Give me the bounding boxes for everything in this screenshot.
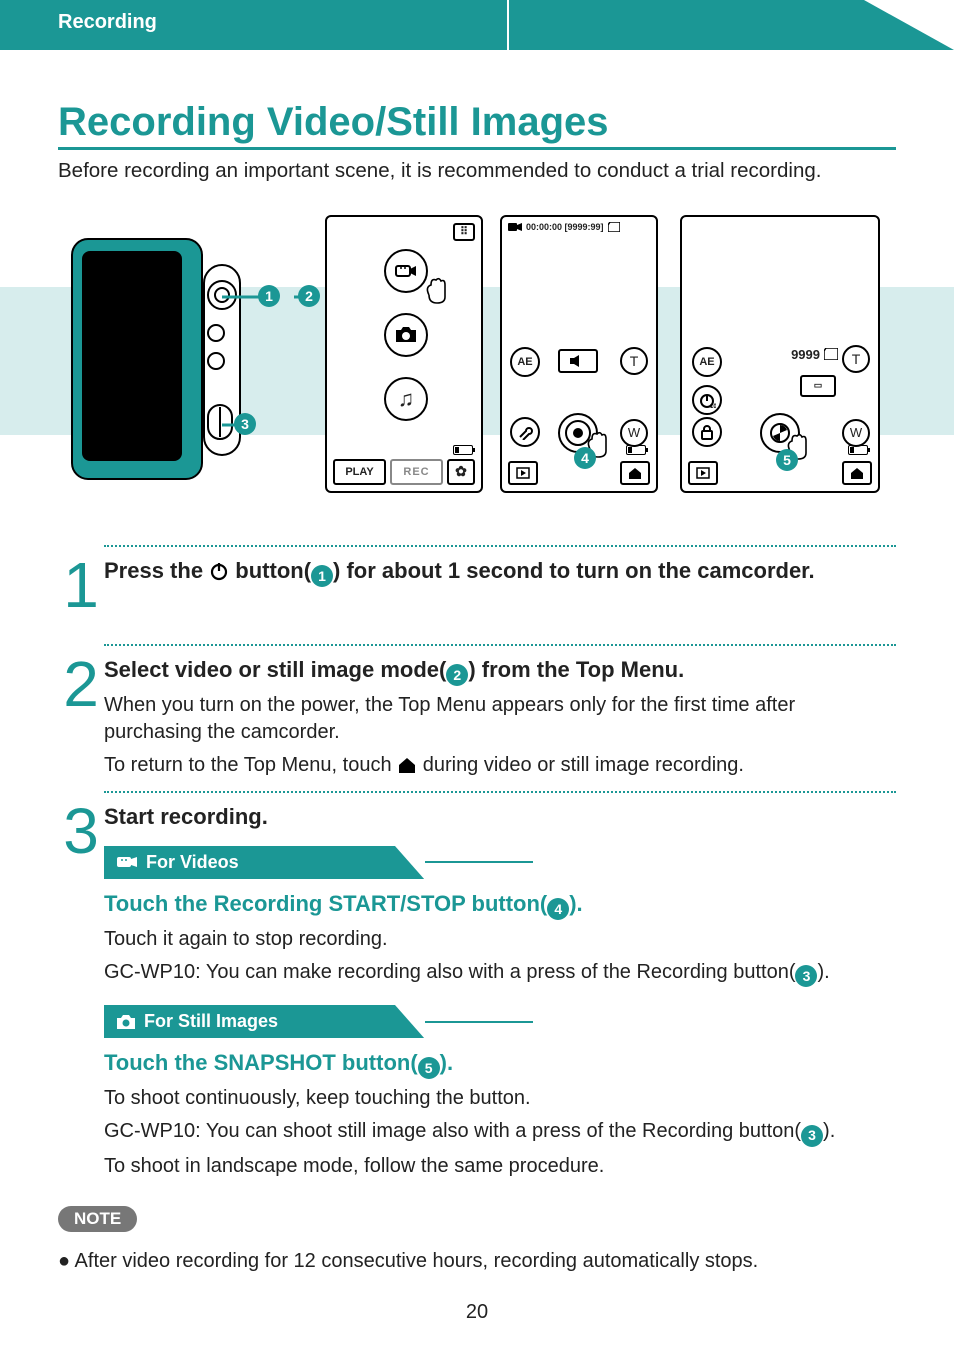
section-name: Recording xyxy=(0,0,954,44)
panel-still-image: AE 10 9999 T ▭ W 5 xyxy=(680,215,880,493)
stills-l3: To shoot in landscape mode, follow the s… xyxy=(104,1153,896,1180)
svg-text:10: 10 xyxy=(710,404,716,409)
diagram-band: 1 2 3 ⠿ ♫ PLAY REC ✿ 00:00:00 [9999:99] … xyxy=(0,215,954,505)
camera-chip-icon xyxy=(116,1014,136,1030)
status-row: 00:00:00 [9999:99] xyxy=(508,221,620,233)
sd-icon-2 xyxy=(824,348,838,360)
stills-l2: GC-WP10: You can shoot still image also … xyxy=(104,1118,896,1146)
speaker-box[interactable] xyxy=(558,349,598,373)
hand-tap-icon xyxy=(423,275,453,305)
size-icon: ▭ xyxy=(800,375,836,397)
power-icon xyxy=(209,561,229,581)
play-icon-box[interactable] xyxy=(508,461,538,485)
step2-p2: To return to the Top Menu, touch during … xyxy=(104,752,896,779)
camera-icon xyxy=(395,326,417,343)
step1-title: Press the button(1) for about 1 second t… xyxy=(104,557,896,587)
step-2: 2 Select video or still image mode(2) fr… xyxy=(58,656,896,779)
intro-text: Before recording an important scene, it … xyxy=(58,158,896,185)
panel-video-rec: 00:00:00 [9999:99] AE T W 4 xyxy=(500,215,658,493)
step2-p1: When you turn on the power, the Top Menu… xyxy=(104,692,896,746)
home-icon-box-2[interactable] xyxy=(842,461,872,485)
note-pill: NOTE xyxy=(58,1206,137,1232)
settings-button[interactable]: ✿ xyxy=(447,459,475,485)
count-row: 9999 xyxy=(791,347,838,362)
play-button[interactable]: PLAY xyxy=(333,459,386,485)
dotted-divider xyxy=(104,791,896,793)
step3-title: Start recording. xyxy=(104,803,896,832)
ae-icon[interactable]: AE xyxy=(510,347,540,377)
dotted-divider xyxy=(104,644,896,646)
video-icon xyxy=(395,263,417,279)
zoom-t[interactable]: T xyxy=(620,347,648,375)
for-videos-label: For Videos xyxy=(104,846,896,879)
step2-title: Select video or still image mode(2) from… xyxy=(104,656,896,686)
panel-top-menu: ⠿ ♫ PLAY REC ✿ xyxy=(325,215,483,493)
note-bullet: ● After video recording for 12 consecuti… xyxy=(58,1250,896,1273)
dotted-divider xyxy=(104,545,896,547)
zoom-t-2[interactable]: T xyxy=(842,345,870,373)
step-3: 3 Start recording. For Videos Touch the … xyxy=(58,803,896,1180)
step-1: 1 Press the button(1) for about 1 second… xyxy=(58,557,896,615)
for-stills-label: For Still Images xyxy=(104,1005,896,1038)
rec-button[interactable]: REC xyxy=(390,459,443,485)
stills-subhead: Touch the SNAPSHOT button(5). xyxy=(104,1050,896,1079)
zoom-w[interactable]: W xyxy=(620,419,648,447)
callout-3: 3 xyxy=(234,413,256,435)
video-subhead: Touch the Recording START/STOP button(4)… xyxy=(104,891,896,920)
video-l2: GC-WP10: You can make recording also wit… xyxy=(104,959,896,987)
page-number: 20 xyxy=(0,1301,954,1324)
lock-icon[interactable] xyxy=(692,417,722,447)
page-title: Recording Video/Still Images xyxy=(58,100,896,150)
zoom-w-2[interactable]: W xyxy=(842,419,870,447)
ae-icon-2[interactable]: AE xyxy=(692,347,722,377)
tool-icon[interactable] xyxy=(510,417,540,447)
music-icon: ♫ xyxy=(398,386,415,412)
callout-2: 2 xyxy=(298,285,320,307)
header-bar: Recording xyxy=(0,0,954,50)
timer-icon[interactable]: 10 xyxy=(692,385,722,415)
video-l1: Touch it again to stop recording. xyxy=(104,926,896,953)
stills-l1: To shoot continuously, keep touching the… xyxy=(104,1085,896,1112)
home-icon-box[interactable] xyxy=(620,461,650,485)
play-icon-box-2[interactable] xyxy=(688,461,718,485)
callout-1: 1 xyxy=(258,285,280,307)
video-chip-icon xyxy=(116,854,138,870)
sd-icon xyxy=(608,222,620,232)
home-inline-icon xyxy=(397,756,417,774)
video-small-icon xyxy=(508,221,522,233)
